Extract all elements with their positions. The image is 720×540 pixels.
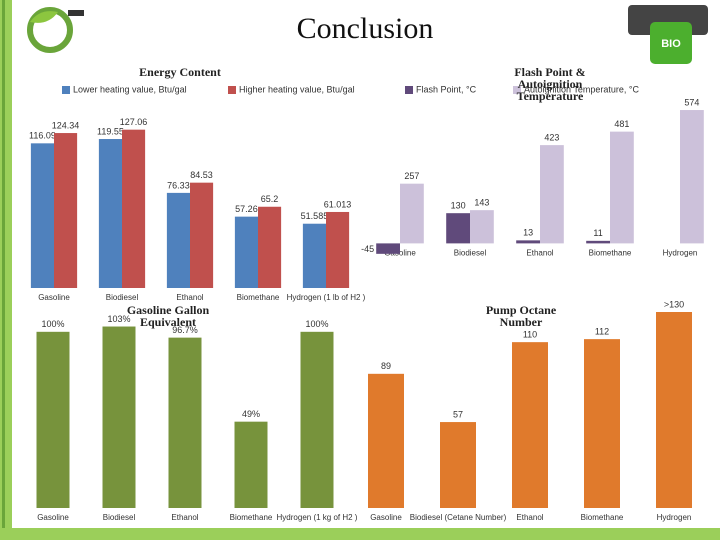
svg-text:BIO: BIO — [661, 38, 681, 50]
legend-swatch — [405, 86, 413, 94]
data-label: 84.53 — [190, 170, 213, 180]
bar — [440, 422, 476, 508]
data-label: 76.33 — [167, 180, 190, 190]
data-label: 100% — [305, 319, 328, 329]
x-tick-label: Biomethane — [230, 513, 273, 522]
bar — [376, 243, 400, 254]
x-tick-label: Biodiesel (Cetane Number) — [410, 513, 507, 522]
data-label: 481 — [614, 119, 629, 129]
bar — [584, 339, 620, 508]
bar — [30, 143, 54, 288]
data-label: 49% — [242, 409, 260, 419]
data-label: 127.06 — [120, 117, 148, 127]
bar — [512, 342, 548, 508]
bar — [54, 133, 78, 288]
data-label: 57 — [453, 409, 463, 419]
chart-title: Gasoline Gallon Equivalent — [126, 303, 210, 329]
x-tick-label: Biomethane — [237, 293, 280, 302]
bar — [326, 211, 350, 288]
bar — [300, 331, 334, 508]
bar — [102, 326, 136, 508]
bar — [234, 421, 268, 508]
x-tick-label: Gasoline — [38, 293, 70, 302]
data-label: 61.013 — [324, 199, 352, 209]
slide-title: Conclusion — [296, 12, 434, 45]
x-tick-label: Biodiesel — [454, 248, 487, 257]
x-tick-label: Biomethane — [581, 513, 624, 522]
left-border — [0, 0, 12, 540]
bar — [36, 331, 70, 508]
bar — [98, 139, 122, 288]
legend-label: Higher heating value, Btu/gal — [239, 84, 355, 94]
x-tick-label: Ethanol — [516, 513, 543, 522]
x-tick-label: Biomethane — [589, 248, 632, 257]
data-label: -45 — [361, 244, 374, 254]
x-tick-label: Hydrogen (1 kg of H2 ) — [277, 513, 358, 522]
bar — [680, 110, 704, 244]
legend-swatch — [228, 86, 236, 94]
legend-label: Flash Point, °C — [416, 84, 477, 94]
x-tick-label: Biodiesel — [103, 513, 136, 522]
x-tick-label: Hydrogen (1 lb of H2 ) — [287, 293, 366, 302]
data-label: 100% — [41, 319, 64, 329]
bar — [302, 223, 326, 288]
data-label: 65.2 — [261, 194, 279, 204]
bottom-border — [0, 528, 720, 540]
data-label: 89 — [381, 361, 391, 371]
bar — [166, 192, 190, 288]
x-tick-label: Ethanol — [176, 293, 203, 302]
chart-title: Pump Octane Number — [485, 303, 557, 329]
x-tick-label: Hydrogen — [663, 248, 698, 257]
data-label: >130 — [664, 299, 684, 309]
fuel-icon-right: BIO — [628, 5, 708, 64]
bar — [516, 240, 540, 244]
x-tick-label: Ethanol — [526, 248, 553, 257]
x-tick-label: Biodiesel — [106, 293, 139, 302]
data-label: 13 — [523, 228, 533, 238]
legend-label: Lower heating value, Btu/gal — [73, 84, 187, 94]
data-label: 423 — [544, 132, 559, 142]
legend-label: Autoignition Temperature, °C — [524, 84, 639, 94]
bar — [446, 213, 470, 244]
data-label: 124.34 — [52, 120, 80, 130]
data-label: 116.09 — [29, 131, 56, 141]
left-border-line — [2, 0, 5, 540]
bar — [400, 183, 424, 244]
bar — [190, 182, 214, 288]
data-label: 51.585 — [301, 211, 329, 221]
bar — [368, 373, 404, 508]
data-label: 130 — [451, 201, 466, 211]
chart-title: Flash Point & Autoignition Temperature — [514, 65, 586, 103]
data-label: 119.55 — [97, 126, 124, 136]
bar — [234, 216, 258, 288]
chart-title: Energy Content — [139, 65, 221, 79]
data-label: 574 — [684, 97, 699, 107]
bar — [168, 337, 202, 508]
bar — [656, 312, 692, 508]
fuel-icon-left — [27, 7, 84, 53]
legend-swatch — [513, 86, 521, 94]
x-tick-label: Gasoline — [37, 513, 69, 522]
legend-swatch — [62, 86, 70, 94]
bar — [540, 145, 564, 244]
bar — [586, 240, 610, 244]
bar — [470, 210, 494, 244]
data-label: 110 — [523, 330, 537, 340]
bar — [610, 131, 634, 244]
bar — [258, 206, 282, 288]
data-label: 11 — [593, 228, 602, 238]
data-label: 143 — [474, 198, 489, 208]
data-label: 257 — [404, 171, 419, 181]
bar — [122, 129, 146, 288]
x-tick-label: Gasoline — [384, 248, 416, 257]
x-tick-label: Hydrogen — [657, 513, 692, 522]
data-label: 112 — [595, 327, 609, 337]
x-tick-label: Gasoline — [370, 513, 402, 522]
data-label: 96.7% — [172, 325, 198, 335]
data-label: 57.26 — [235, 204, 258, 214]
x-tick-label: Ethanol — [171, 513, 198, 522]
data-label: 103% — [107, 314, 130, 324]
